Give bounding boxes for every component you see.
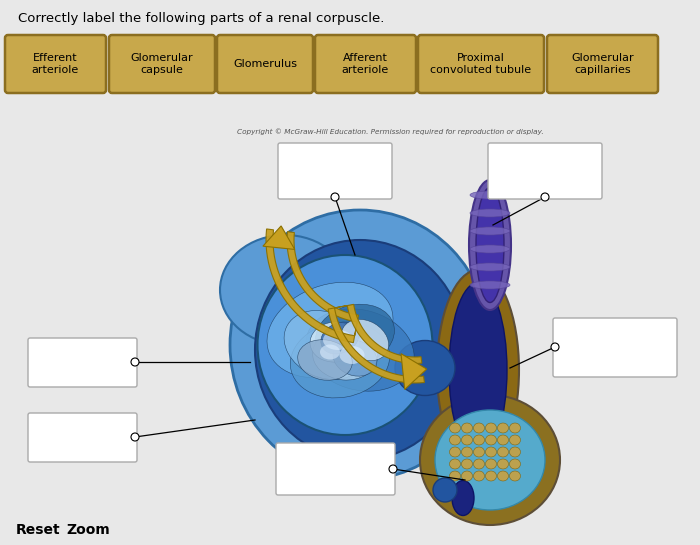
Ellipse shape xyxy=(316,304,394,366)
Ellipse shape xyxy=(486,471,496,481)
Ellipse shape xyxy=(333,340,377,376)
Ellipse shape xyxy=(461,471,472,481)
Ellipse shape xyxy=(498,447,508,457)
Ellipse shape xyxy=(321,322,359,354)
Ellipse shape xyxy=(284,311,366,379)
Text: Proximal
convoluted tubule: Proximal convoluted tubule xyxy=(430,53,531,75)
Ellipse shape xyxy=(461,459,472,469)
FancyBboxPatch shape xyxy=(315,35,416,93)
Ellipse shape xyxy=(510,471,521,481)
Circle shape xyxy=(433,478,457,502)
Ellipse shape xyxy=(473,423,484,433)
Text: Glomerulus: Glomerulus xyxy=(233,59,297,69)
Ellipse shape xyxy=(395,341,455,396)
Circle shape xyxy=(131,433,139,441)
Ellipse shape xyxy=(267,282,393,378)
Ellipse shape xyxy=(476,187,504,302)
Ellipse shape xyxy=(449,435,461,445)
Ellipse shape xyxy=(486,447,496,457)
Ellipse shape xyxy=(449,282,507,457)
Ellipse shape xyxy=(469,180,511,310)
Ellipse shape xyxy=(510,447,521,457)
Text: Reset: Reset xyxy=(15,523,60,537)
Circle shape xyxy=(331,193,339,201)
Polygon shape xyxy=(328,304,424,383)
Ellipse shape xyxy=(498,435,508,445)
Ellipse shape xyxy=(473,471,484,481)
Circle shape xyxy=(389,465,397,473)
FancyBboxPatch shape xyxy=(28,338,137,387)
Ellipse shape xyxy=(310,322,360,362)
Ellipse shape xyxy=(306,309,414,391)
Ellipse shape xyxy=(461,423,472,433)
FancyBboxPatch shape xyxy=(488,143,602,199)
FancyBboxPatch shape xyxy=(278,143,392,199)
Text: Efferent
arteriole: Efferent arteriole xyxy=(32,53,79,75)
FancyBboxPatch shape xyxy=(109,35,215,93)
Ellipse shape xyxy=(510,423,521,433)
FancyBboxPatch shape xyxy=(547,35,658,93)
Ellipse shape xyxy=(342,319,388,361)
FancyBboxPatch shape xyxy=(217,35,313,93)
Ellipse shape xyxy=(510,435,521,445)
Polygon shape xyxy=(263,226,295,250)
Polygon shape xyxy=(266,229,358,343)
Ellipse shape xyxy=(220,235,350,345)
Ellipse shape xyxy=(230,210,490,480)
Ellipse shape xyxy=(420,395,560,525)
Ellipse shape xyxy=(437,270,519,470)
Text: Glomerular
capsule: Glomerular capsule xyxy=(131,53,193,75)
Ellipse shape xyxy=(461,435,472,445)
Text: Glomerular
capillaries: Glomerular capillaries xyxy=(571,53,634,75)
Text: Afferent
arteriole: Afferent arteriole xyxy=(342,53,389,75)
Ellipse shape xyxy=(320,344,340,360)
FancyBboxPatch shape xyxy=(28,413,137,462)
FancyBboxPatch shape xyxy=(553,318,677,377)
Polygon shape xyxy=(401,354,427,390)
Ellipse shape xyxy=(449,471,461,481)
Ellipse shape xyxy=(340,346,365,364)
Ellipse shape xyxy=(449,447,461,457)
Ellipse shape xyxy=(435,410,545,510)
Ellipse shape xyxy=(470,191,510,199)
Ellipse shape xyxy=(486,459,496,469)
Ellipse shape xyxy=(290,322,390,398)
Ellipse shape xyxy=(498,471,508,481)
Ellipse shape xyxy=(470,245,510,253)
Ellipse shape xyxy=(470,263,510,271)
Text: Correctly label the following parts of a renal corpuscle.: Correctly label the following parts of a… xyxy=(18,12,384,25)
FancyBboxPatch shape xyxy=(5,35,106,93)
Text: Zoom: Zoom xyxy=(66,523,110,537)
Ellipse shape xyxy=(473,459,484,469)
Ellipse shape xyxy=(486,435,496,445)
Ellipse shape xyxy=(323,330,353,350)
Ellipse shape xyxy=(510,459,521,469)
Ellipse shape xyxy=(313,330,377,380)
Circle shape xyxy=(551,343,559,351)
Ellipse shape xyxy=(498,459,508,469)
Ellipse shape xyxy=(470,227,510,235)
Ellipse shape xyxy=(461,447,472,457)
Ellipse shape xyxy=(452,481,474,516)
Ellipse shape xyxy=(470,209,510,217)
Ellipse shape xyxy=(255,240,465,460)
Ellipse shape xyxy=(449,459,461,469)
Ellipse shape xyxy=(473,435,484,445)
Text: Copyright © McGraw-Hill Education. Permission required for reproduction or displ: Copyright © McGraw-Hill Education. Permi… xyxy=(237,129,543,135)
Ellipse shape xyxy=(486,423,496,433)
Ellipse shape xyxy=(470,281,510,289)
Ellipse shape xyxy=(298,340,352,380)
Circle shape xyxy=(541,193,549,201)
FancyBboxPatch shape xyxy=(418,35,544,93)
Ellipse shape xyxy=(449,423,461,433)
Ellipse shape xyxy=(473,447,484,457)
Ellipse shape xyxy=(258,255,433,435)
Ellipse shape xyxy=(498,423,508,433)
Circle shape xyxy=(131,358,139,366)
FancyBboxPatch shape xyxy=(276,443,395,495)
